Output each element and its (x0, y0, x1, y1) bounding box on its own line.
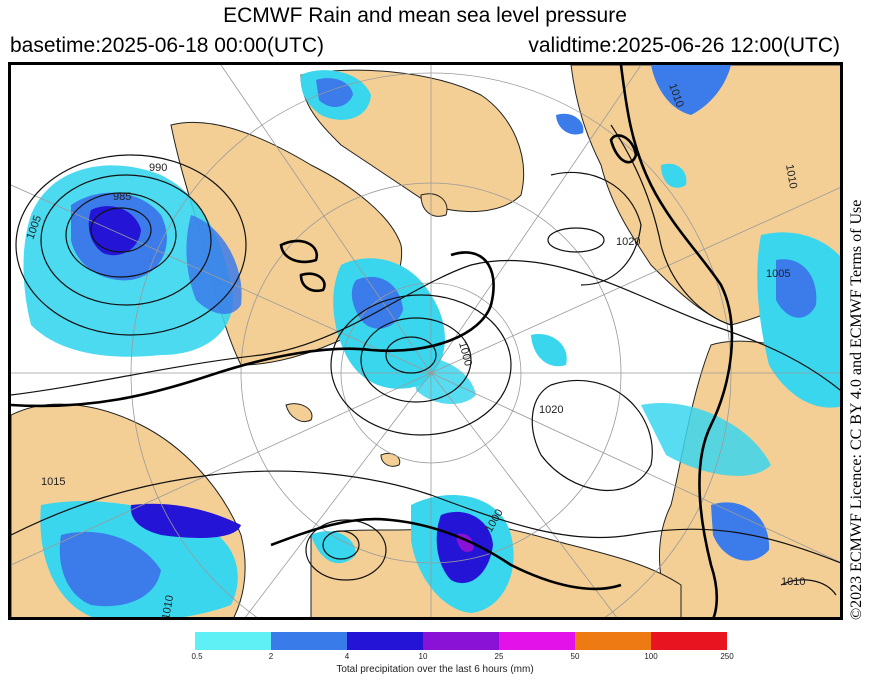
legend-swatch (499, 632, 575, 650)
rain-patch-d (556, 113, 584, 135)
legend-tick: 25 (494, 652, 504, 661)
rain-band-greenland-west (186, 215, 242, 315)
legend-swatch (271, 632, 347, 650)
rain-top-islands-med (316, 78, 353, 107)
legend-tick: 4 (344, 652, 350, 661)
isobar-label: 1020 (616, 236, 640, 248)
map-canvas: 990 985 1005 1005 1000 1020 1000 1010 10… (11, 65, 840, 620)
legend-tick: 250 (720, 652, 734, 661)
licence-text: ©2023 ECMWF Licence: CC BY 4.0 and ECMWF… (848, 199, 865, 620)
isobar-label: 1005 (766, 268, 790, 280)
map-title: ECMWF Rain and mean sea level pressure (223, 4, 627, 27)
rain-east-bottom (711, 502, 770, 561)
legend-swatch (423, 632, 499, 650)
rain-cyclone-west-heavy (88, 206, 141, 256)
basetime-label: basetime:2025-06-18 00:00(UTC) (10, 34, 324, 57)
legend-color-bar (195, 632, 735, 650)
rain-central-low-med (351, 276, 403, 329)
isobar-label: 1010 (781, 576, 805, 588)
rain-top-right-strip (651, 65, 731, 115)
rain-bottom-left-med (59, 531, 161, 607)
rain-patch-a (531, 334, 567, 367)
legend-tick: 0.5 (191, 652, 203, 661)
rain-patch-b (311, 531, 356, 564)
precipitation-areas (23, 65, 840, 617)
legend-swatch (195, 632, 271, 650)
isobars (11, 124, 840, 596)
isobars-thick (11, 65, 734, 617)
isobar-label: 1020 (539, 404, 563, 416)
validtime-label: validtime:2025-06-26 12:00(UTC) (528, 34, 840, 57)
legend-tick: 2 (268, 652, 274, 661)
isobar-label: 985 (113, 191, 131, 203)
forecast-map[interactable]: 990 985 1005 1005 1000 1020 1000 1010 10… (8, 62, 843, 620)
isobar-label: 1010 (160, 594, 176, 620)
legend-tick: 100 (644, 652, 658, 661)
legend-ticks: 0.5 2 4 10 25 50 100 250 (191, 650, 735, 664)
legend-swatch (347, 632, 423, 650)
rain-east-siberia-med (776, 259, 817, 318)
land-island-a (285, 403, 313, 422)
isobar-label: 1010 (783, 163, 799, 189)
isobar-label: 990 (149, 162, 167, 174)
legend-tick: 50 (570, 652, 580, 661)
legend-swatch (651, 632, 727, 650)
legend-swatch (575, 632, 651, 650)
legend-caption: Total precipitation over the last 6 hour… (336, 664, 534, 675)
legend-tick: 10 (418, 652, 428, 661)
isobar-label: 1015 (41, 476, 65, 488)
land-island-b (380, 452, 401, 467)
precipitation-legend: 0.5 2 4 10 25 50 100 250 (191, 632, 735, 664)
land-island-c (420, 193, 448, 217)
rain-bottom-left-heavy (130, 503, 241, 538)
rain-patch-c (661, 163, 687, 188)
